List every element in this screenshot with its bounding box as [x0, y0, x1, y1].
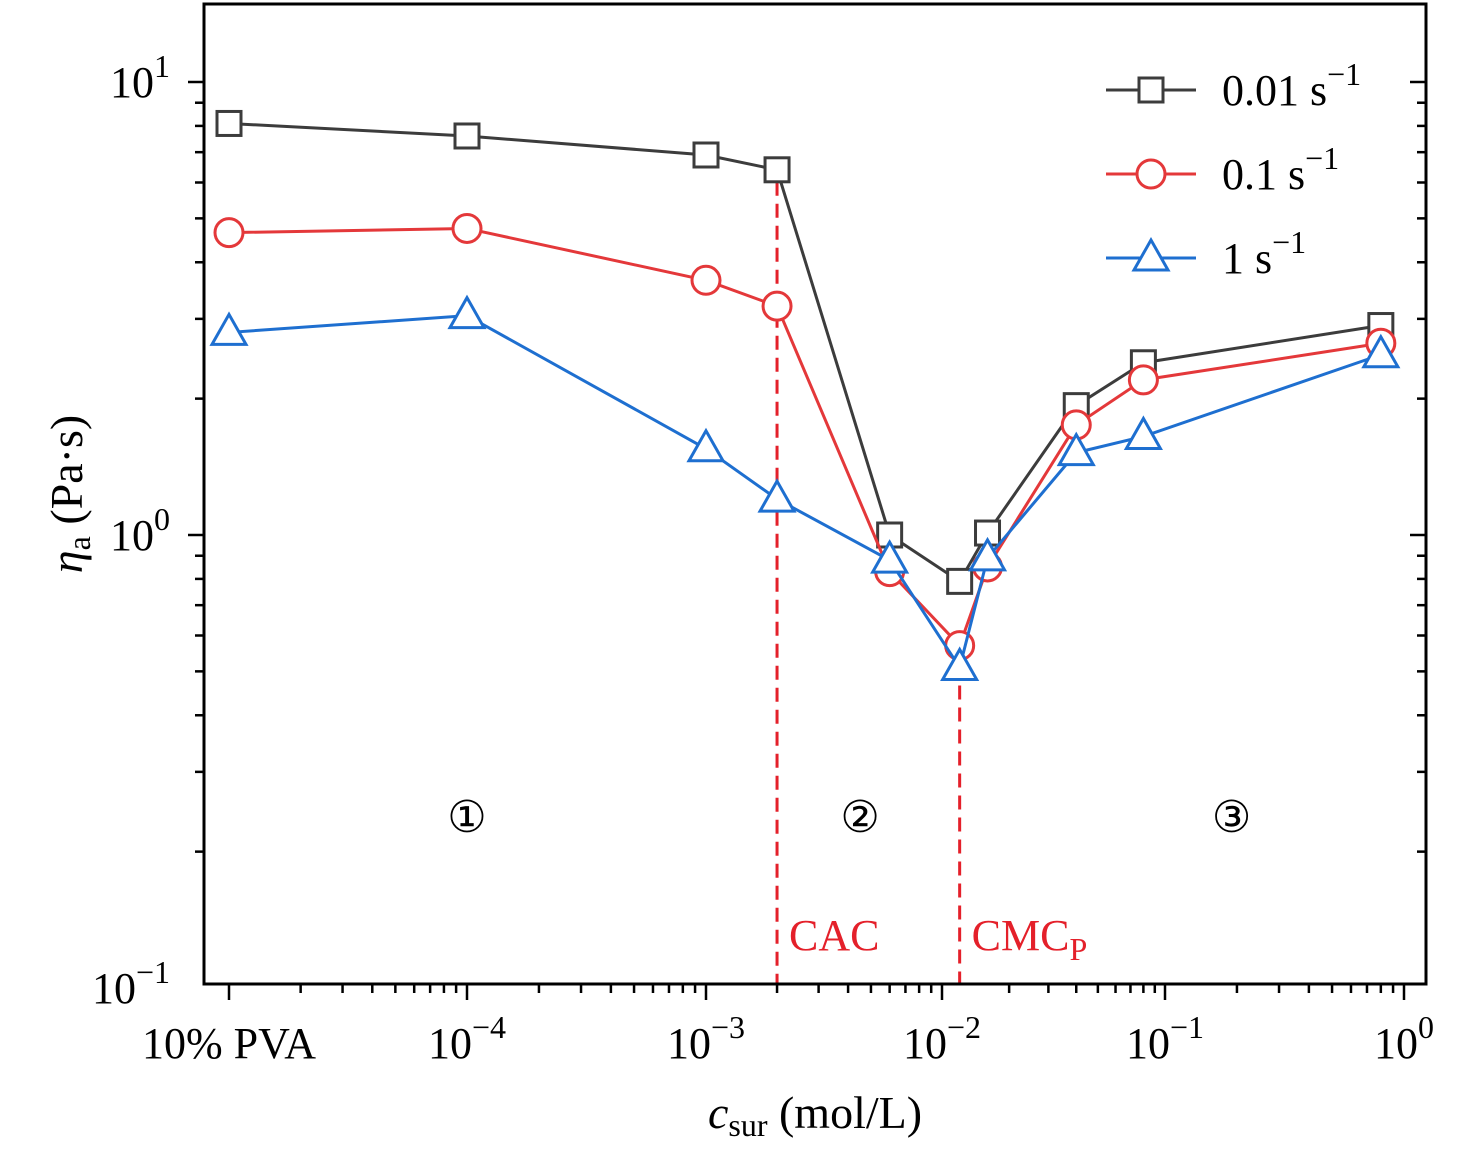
series-3 [209, 294, 1401, 681]
data-point [451, 212, 483, 244]
data-point [1123, 415, 1163, 450]
legend-item-2: 0.1 s−1 [1106, 140, 1339, 199]
series-2 [213, 212, 1397, 662]
zone-label-1: ① [447, 793, 486, 842]
data-point [447, 294, 487, 330]
legend-marker [1137, 76, 1165, 104]
data-point [967, 536, 1008, 572]
data-point [761, 290, 793, 322]
axis-ticks [188, 80, 1426, 1000]
legend-marker [1135, 158, 1167, 190]
reference-line-label-cmc: CMCP [972, 911, 1088, 967]
legend-label: 1 s−1 [1222, 224, 1306, 283]
data-series [209, 109, 1401, 681]
series-line [228, 226, 1382, 649]
data-point [690, 264, 722, 296]
x-tick-label: 10−2 [903, 1009, 981, 1068]
legend-item-3: 1 s−1 [1106, 224, 1306, 283]
data-point [757, 478, 797, 513]
data-point [453, 122, 481, 150]
data-point [692, 141, 720, 169]
data-point [1127, 364, 1159, 396]
series-line [228, 314, 1382, 672]
legend-item-1: 0.01 s−1 [1106, 56, 1361, 115]
x-tick-label: 10% PVA [142, 1019, 316, 1068]
legend: 0.01 s−1 0.1 s−1 1 s−1 [1106, 56, 1361, 283]
legend-label: 0.1 s−1 [1222, 140, 1339, 199]
x-tick-label: 10−4 [428, 1009, 506, 1068]
data-point [1361, 333, 1401, 369]
y-tick-label: 10−1 [92, 954, 170, 1013]
plot-frame [202, 2, 1428, 986]
reference-line-label-cac: CAC [789, 911, 879, 960]
data-point [209, 311, 249, 346]
series-1 [215, 109, 1395, 595]
data-point [763, 156, 791, 184]
reference-lines: CAC CMCP [775, 181, 1088, 984]
x-tick-label: 100 [1374, 1009, 1434, 1068]
tick-labels: 10% PVA 10−4 10−3 10−2 10−1 100 10−1 100 101 [92, 48, 1434, 1068]
data-point [1056, 431, 1096, 467]
y-tick-label: 100 [110, 501, 170, 560]
series-line [228, 121, 1382, 584]
zone-labels: ① ② ③ [447, 793, 1251, 842]
data-point [215, 109, 243, 137]
y-axis-label: ηa (Pa·s) [41, 415, 97, 573]
data-point [213, 217, 245, 249]
zone-label-3: ③ [1212, 793, 1251, 842]
x-tick-label: 10−3 [667, 1009, 745, 1068]
data-point [946, 567, 974, 595]
legend-label: 0.01 s−1 [1222, 56, 1361, 115]
data-point [870, 539, 910, 574]
x-axis-label: csur (mol/L) [708, 1087, 922, 1143]
data-point [940, 646, 980, 681]
data-point [686, 427, 726, 463]
legend-marker [1131, 236, 1171, 272]
x-tick-label: 10−1 [1126, 1009, 1204, 1068]
zone-label-2: ② [840, 793, 879, 842]
y-tick-label: 101 [110, 48, 170, 107]
